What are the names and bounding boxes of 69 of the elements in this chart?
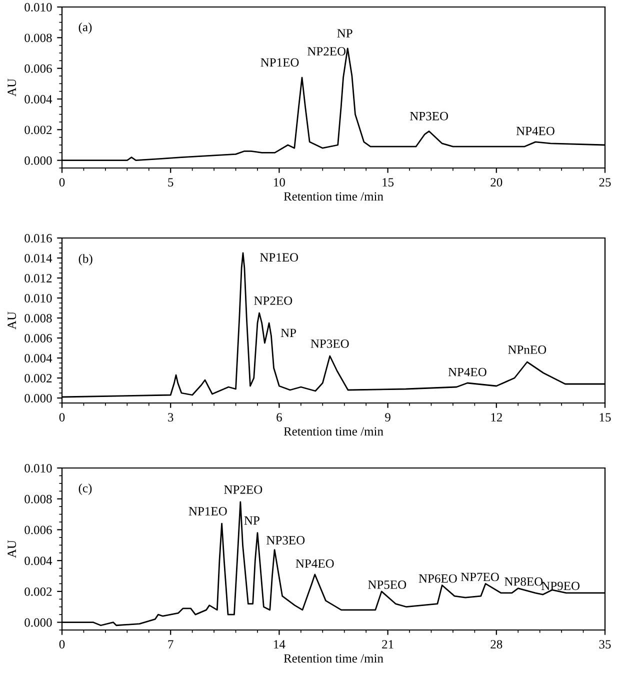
y-tick-label: 0.010 — [24, 294, 52, 303]
y-tick-label: 0.014 — [24, 254, 52, 263]
annotation: (b) — [78, 254, 92, 266]
x-tick-label: 21 — [382, 640, 394, 648]
annotation: NP — [280, 328, 296, 338]
y-tick-label: 0.010 — [24, 3, 52, 12]
x-tick-label: 5 — [168, 178, 174, 187]
y-tick-label: 0.004 — [24, 95, 52, 104]
x-tick-label: 15 — [382, 178, 394, 187]
x-axis-title: Retention time /min — [284, 427, 384, 436]
x-axis-title: Retention time /min — [284, 192, 384, 201]
y-tick-label: 0.008 — [24, 34, 52, 42]
x-tick-label: 12 — [491, 413, 502, 422]
y-tick-label: 0.006 — [24, 334, 52, 343]
x-tick-label: 0 — [59, 640, 65, 649]
x-tick-label: 10 — [274, 178, 285, 187]
annotation: NP2EO — [224, 485, 262, 494]
x-tick-label: 25 — [599, 178, 611, 187]
annotation: NP5EO — [368, 580, 406, 589]
annotation: NP2EO — [254, 296, 292, 305]
annotation: NP — [337, 29, 352, 38]
y-axis-title: AU — [8, 540, 16, 558]
annotation: NP1EO — [188, 507, 227, 516]
x-axis-title: Retention time /min — [284, 654, 384, 663]
x-tick-label: 20 — [490, 178, 502, 187]
y-tick-label: 0.000 — [24, 618, 52, 627]
x-tick-label: 0 — [59, 413, 65, 422]
y-tick-label: 0.004 — [24, 556, 52, 566]
x-tick-label: 3 — [168, 413, 174, 422]
annotation: NP2EO — [308, 47, 346, 56]
x-tick-label: 7 — [168, 640, 174, 648]
annotation: NP3EO — [266, 536, 305, 544]
annotation: NP7EO — [460, 572, 499, 582]
x-tick-label: 9 — [385, 413, 390, 422]
y-tick-label: 0.006 — [24, 526, 52, 534]
annotation: NP1EO — [260, 253, 298, 262]
annotation: NP4EO — [448, 368, 486, 376]
y-tick-label: 0.000 — [24, 394, 52, 403]
x-tick-label: 28 — [490, 640, 502, 649]
x-tick-label: 15 — [600, 413, 611, 422]
annotation: NP3EO — [410, 112, 448, 120]
annotation: NP1EO — [260, 58, 299, 67]
y-tick-label: 0.012 — [24, 274, 52, 283]
annotation: NP6EO — [418, 574, 457, 583]
annotation: NP3EO — [310, 340, 349, 348]
y-tick-label: 0.000 — [24, 156, 52, 165]
x-tick-label: 14 — [274, 640, 286, 648]
annotation: NP8EO — [504, 577, 543, 586]
y-axis-title: AU — [8, 312, 16, 330]
y-tick-label: 0.002 — [24, 587, 52, 596]
y-tick-label: 0.010 — [24, 464, 52, 473]
annotation: NPnEO — [508, 346, 546, 354]
annotation: NP — [244, 516, 260, 525]
y-tick-label: 0.006 — [24, 64, 52, 73]
y-tick-label: 0.008 — [24, 314, 52, 323]
y-tick-label: 0.016 — [24, 234, 52, 243]
annotation: NP9EO — [542, 582, 580, 590]
annotation: NP4EO — [516, 126, 554, 136]
y-tick-label: 0.002 — [24, 126, 52, 134]
x-tick-label: 0 — [59, 178, 65, 187]
annotation: NP4EO — [296, 559, 334, 568]
annotation: (c) — [78, 484, 92, 495]
y-tick-label: 0.004 — [24, 354, 52, 363]
x-tick-label: 6 — [276, 413, 282, 422]
y-tick-label: 0.002 — [24, 374, 52, 383]
y-tick-label: 0.008 — [24, 494, 52, 504]
x-tick-label: 35 — [599, 640, 611, 649]
annotation: (a) — [78, 22, 92, 34]
y-axis-title: AU — [8, 78, 16, 96]
